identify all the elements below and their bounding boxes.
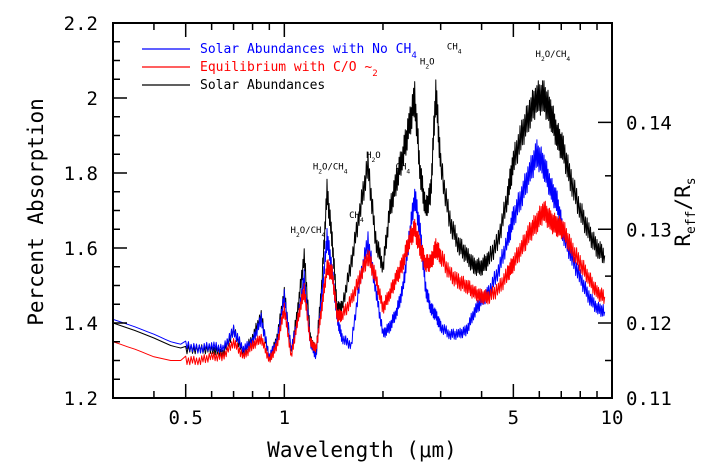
x-axis-title: Wavelength (μm) — [267, 438, 457, 462]
y-axis-title: Percent Absorption — [24, 98, 48, 326]
y-tick-labels: 1.2 1.4 1.6 1.8 2 2.2 — [64, 13, 98, 410]
y-tick-label: 2 — [87, 88, 98, 110]
peak-annotation: H2O/CH4 — [536, 50, 571, 63]
y-tick-label: 1.6 — [64, 238, 98, 260]
x-tick-label: 1 — [279, 407, 290, 429]
legend-label: Solar Abundances with No CH4 — [200, 42, 417, 61]
x-tick-label: 0.5 — [169, 407, 203, 429]
plot-frame — [112, 22, 613, 399]
x-tick-labels: 0.5 1 5 10 — [169, 407, 624, 429]
legend-label: Equilibrium with C/O ~2 — [200, 60, 378, 79]
y2-tick-label: 0.14 — [626, 112, 672, 134]
y2-tick-label: 0.12 — [626, 313, 672, 335]
series-line-1 — [113, 200, 606, 366]
y2-axis-title: Reff/Rs — [671, 177, 699, 246]
peak-annotation: CH4 — [396, 162, 411, 175]
series-layer — [113, 79, 606, 366]
peak-annotation: CH4 — [447, 42, 462, 55]
y-tick-label: 1.8 — [64, 163, 98, 185]
y2-tick-label: 0.13 — [626, 219, 672, 241]
peak-annotation: H2O/CH4 — [291, 226, 326, 239]
y-tick-label: 1.2 — [64, 388, 98, 410]
y2-tick-labels: 0.11 0.12 0.13 0.14 — [626, 112, 672, 410]
x-tick-label: 10 — [601, 407, 624, 429]
y-tick-label: 1.4 — [64, 313, 98, 335]
legend: Solar Abundances with No CH4Equilibrium … — [142, 42, 417, 93]
peak-annotation: H2O — [420, 57, 435, 70]
x-tick-label: 5 — [508, 407, 519, 429]
peak-annotation: CH4 — [349, 211, 364, 224]
y2-tick-label: 0.11 — [626, 388, 672, 410]
peak-annotation: H2O/CH4 — [313, 162, 348, 175]
y-tick-label: 2.2 — [64, 13, 98, 35]
annotations: H2O/CH4 H2O/CH4 CH4 H2O CH4 H2O CH4 H2O/CH4 — [291, 42, 571, 238]
legend-label: Solar Abundances — [200, 78, 325, 93]
peak-annotation: H2O — [366, 151, 381, 164]
